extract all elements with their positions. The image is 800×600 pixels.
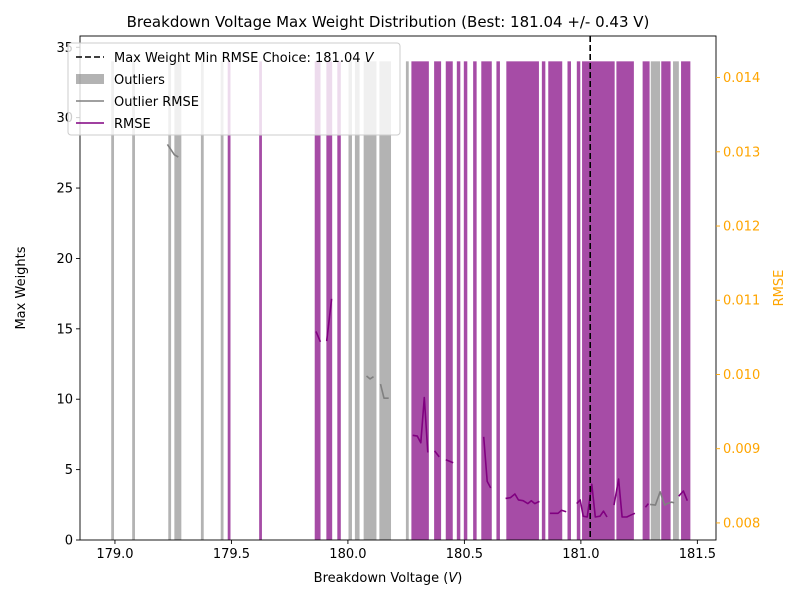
- rmse-line-segment-1: [325, 298, 333, 342]
- weight-bar-7: [259, 61, 262, 540]
- legend-outliers-label: Outliers: [114, 73, 165, 88]
- rmse-line-segment-7: [549, 509, 567, 515]
- y2-tick-label: 0.013: [723, 145, 760, 160]
- weight-bar-30: [616, 61, 634, 540]
- outlier-bar-5: [220, 61, 224, 540]
- weight-bar-10: [337, 61, 341, 540]
- outlier-bar-3: [174, 61, 182, 540]
- rmse-line-segment-11: [678, 490, 689, 501]
- outlier-bar-1: [132, 61, 135, 540]
- weight-bar-17: [434, 61, 442, 540]
- weight-bar-28: [576, 61, 581, 540]
- weight-bar-9: [326, 61, 333, 540]
- y-tick-label: 0: [65, 534, 73, 549]
- outlier-bar-2: [168, 61, 172, 540]
- weight-bar-20: [463, 61, 468, 540]
- outlier-rmse-line-segment-1: [365, 375, 374, 380]
- y2-tick-label: 0.010: [723, 368, 760, 383]
- legend-best-label: Max Weight Min RMSE Choice: 181.04 V: [114, 51, 375, 66]
- legend: Max Weight Min RMSE Choice: 181.04 V Out…: [67, 42, 401, 136]
- weight-bar-8: [314, 61, 321, 540]
- rmse-line-segment-8: [576, 483, 608, 518]
- weight-bar-16: [411, 61, 429, 540]
- rmse-line-segment-10: [644, 503, 650, 508]
- outlier-bar-11: [348, 61, 352, 540]
- y2-tick-label: 0.012: [723, 220, 760, 235]
- outlier-bar-4: [200, 61, 204, 540]
- x-tick-label: 179.5: [213, 547, 250, 562]
- weight-bar-29: [582, 61, 615, 540]
- y-axis-right: 0.008 0.009 0.010 0.011 0.012 0.013 0.014: [716, 71, 760, 531]
- weight-bar-25: [541, 61, 546, 540]
- outlier-rmse-line-segment-3: [649, 490, 675, 506]
- rmse-line-segment-2: [412, 396, 429, 453]
- rmse-line-segment-3: [433, 450, 440, 458]
- x-tick-label: 180.0: [329, 547, 366, 562]
- rmse-line-segment-9: [613, 478, 636, 518]
- chart-title: Breakdown Voltage Max Weight Distributio…: [127, 13, 650, 31]
- weight-bar-27: [567, 61, 571, 540]
- weight-bar-35: [681, 61, 691, 540]
- weight-bar-6: [227, 61, 231, 540]
- rmse-line-segment-0: [315, 331, 322, 343]
- x-tick-label: 181.0: [562, 547, 599, 562]
- outlier-rmse-line-segment-0: [166, 143, 179, 158]
- x-tick-label: 179.0: [96, 547, 133, 562]
- rmse-line-segment-4: [445, 459, 454, 464]
- bars-layer: [111, 61, 691, 540]
- legend-outliers-swatch: [76, 74, 104, 84]
- outlier-bar-12: [354, 61, 360, 540]
- y-tick-label: 10: [56, 393, 73, 408]
- outlier-bar-15: [405, 61, 409, 540]
- y2-tick-label: 0.014: [723, 71, 760, 86]
- weight-bar-22: [481, 61, 492, 540]
- weight-bar-23: [496, 61, 500, 540]
- y-tick-label: 5: [65, 463, 73, 478]
- legend-outlier-rmse-label: Outlier RMSE: [114, 95, 199, 110]
- y2-tick-label: 0.011: [723, 294, 760, 309]
- weight-bar-31: [642, 61, 650, 540]
- weight-bar-33: [661, 61, 671, 540]
- x-tick-label: 180.5: [446, 547, 483, 562]
- y-axis-label: Max Weights: [14, 246, 29, 329]
- y-tick-label: 15: [56, 322, 73, 337]
- rmse-line-segment-6: [505, 493, 540, 505]
- x-axis: 179.0 179.5 180.0 180.5 181.0 181.5: [96, 540, 716, 562]
- weight-bar-19: [456, 61, 461, 540]
- rmse-lines-layer: [166, 143, 689, 518]
- x-tick-label: 181.5: [679, 547, 716, 562]
- rmse-line-segment-5: [482, 436, 492, 489]
- legend-rmse-label: RMSE: [114, 117, 151, 132]
- weight-bar-24: [506, 61, 539, 540]
- y2-tick-label: 0.009: [723, 442, 760, 457]
- outlier-bar-32: [650, 61, 661, 540]
- legend-box: [67, 42, 401, 136]
- outlier-bar-0: [111, 61, 115, 540]
- weight-bar-21: [473, 61, 477, 540]
- y-tick-label: 20: [56, 252, 73, 267]
- y-tick-label: 25: [56, 182, 73, 197]
- weight-bar-26: [548, 61, 563, 540]
- outlier-bar-34: [673, 61, 679, 540]
- plot-frame: [79, 35, 717, 541]
- x-axis-label: Breakdown Voltage (V): [314, 571, 463, 586]
- y2-axis-label: RMSE: [772, 270, 787, 307]
- outlier-bar-14: [379, 61, 392, 540]
- weight-bar-18: [445, 61, 453, 540]
- outlier-rmse-line-segment-2: [379, 383, 389, 400]
- outlier-bar-13: [363, 61, 377, 540]
- y2-tick-label: 0.008: [723, 516, 760, 531]
